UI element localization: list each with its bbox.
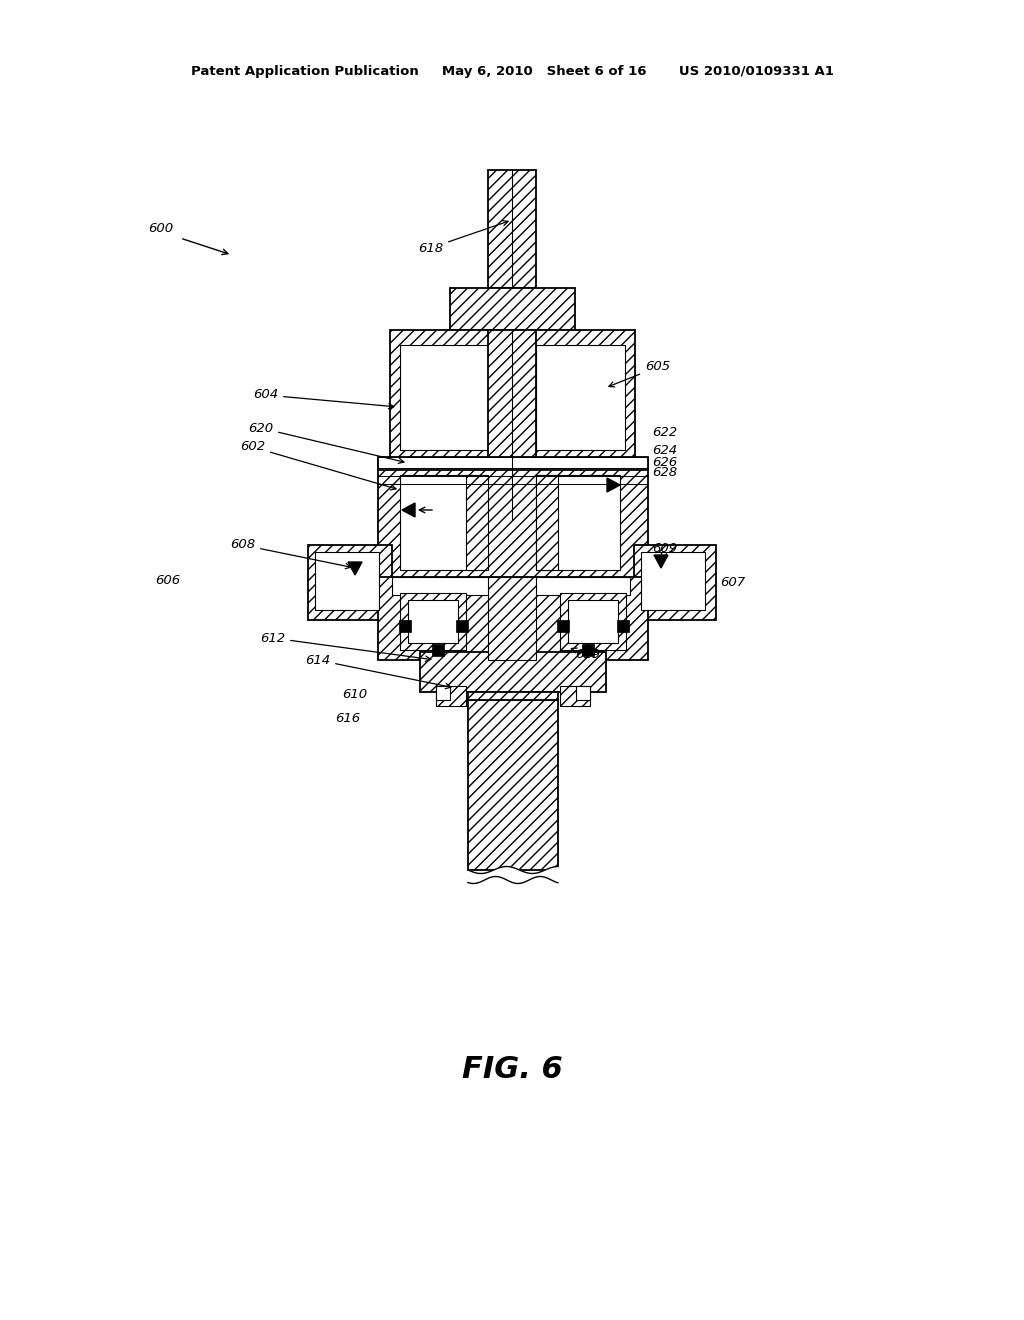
Bar bbox=[617, 620, 629, 632]
Bar bbox=[634, 545, 716, 620]
Bar bbox=[557, 620, 569, 632]
Text: 626: 626 bbox=[652, 455, 677, 469]
Bar bbox=[468, 692, 558, 700]
Text: 607: 607 bbox=[720, 577, 745, 590]
Bar bbox=[641, 552, 705, 610]
Bar bbox=[390, 330, 635, 459]
Bar bbox=[536, 475, 620, 570]
Bar bbox=[468, 700, 558, 870]
Text: FIG. 6: FIG. 6 bbox=[462, 1056, 562, 1085]
Bar bbox=[582, 644, 594, 656]
Text: Patent Application Publication     May 6, 2010   Sheet 6 of 16       US 2010/010: Patent Application Publication May 6, 20… bbox=[190, 66, 834, 78]
Bar bbox=[308, 545, 392, 620]
Polygon shape bbox=[654, 554, 668, 568]
Bar bbox=[400, 475, 478, 570]
Text: 604: 604 bbox=[253, 388, 394, 409]
Text: 600: 600 bbox=[148, 222, 173, 235]
Text: 620: 620 bbox=[248, 421, 403, 463]
Bar bbox=[378, 457, 648, 470]
Text: 606: 606 bbox=[155, 573, 180, 586]
Text: 624: 624 bbox=[652, 445, 677, 458]
Bar bbox=[536, 475, 558, 570]
Bar bbox=[378, 577, 648, 660]
Bar bbox=[575, 686, 590, 700]
Bar bbox=[488, 577, 536, 660]
Text: 622: 622 bbox=[652, 426, 677, 440]
Text: 602: 602 bbox=[240, 441, 396, 490]
Text: 605: 605 bbox=[609, 360, 670, 387]
Bar bbox=[436, 686, 450, 700]
Text: 614: 614 bbox=[305, 653, 451, 689]
Bar bbox=[378, 459, 648, 579]
Bar bbox=[536, 345, 625, 450]
Polygon shape bbox=[348, 562, 362, 576]
Polygon shape bbox=[607, 478, 620, 492]
Bar bbox=[450, 288, 575, 330]
Text: 609: 609 bbox=[652, 541, 677, 558]
Bar bbox=[466, 475, 488, 570]
Bar bbox=[488, 330, 536, 459]
Bar bbox=[488, 170, 536, 288]
Bar bbox=[400, 593, 466, 649]
Text: 608: 608 bbox=[230, 539, 351, 569]
Text: 618: 618 bbox=[418, 220, 508, 255]
Bar bbox=[568, 601, 618, 643]
Bar bbox=[560, 686, 590, 706]
Bar bbox=[560, 593, 626, 649]
Text: 616: 616 bbox=[335, 711, 360, 725]
Bar bbox=[420, 652, 606, 692]
Text: 610: 610 bbox=[342, 689, 368, 701]
Bar bbox=[436, 686, 466, 706]
Text: 619: 619 bbox=[571, 648, 600, 661]
Bar bbox=[392, 577, 630, 595]
Bar bbox=[432, 644, 444, 656]
Text: 628: 628 bbox=[652, 466, 677, 479]
Bar bbox=[456, 620, 468, 632]
Polygon shape bbox=[402, 503, 415, 517]
Bar bbox=[408, 601, 458, 643]
Bar bbox=[400, 345, 488, 450]
Text: 612: 612 bbox=[260, 631, 431, 661]
Bar bbox=[399, 620, 411, 632]
Bar bbox=[315, 552, 379, 610]
